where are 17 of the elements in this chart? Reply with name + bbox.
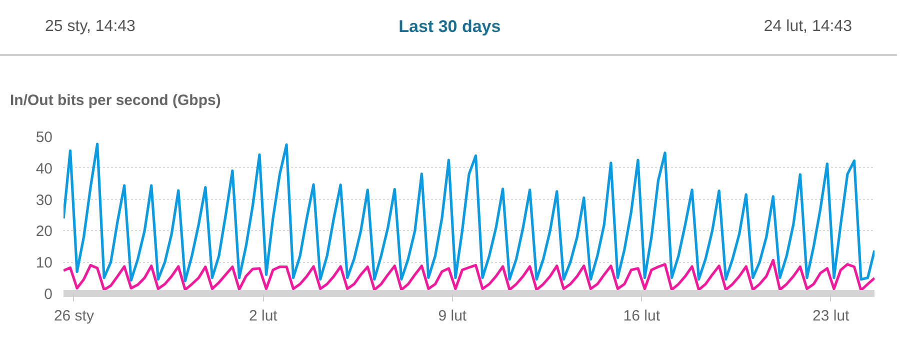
x-tick-label: 23 lut (812, 308, 850, 324)
x-tick-label: 26 sty (54, 308, 94, 324)
y-tick-label: 10 (36, 254, 53, 272)
x-tick-label: 16 lut (623, 308, 661, 324)
x-tick-label: 9 lut (438, 308, 468, 324)
y-axis-title: In/Out bits per second (Gbps) (9, 91, 221, 111)
line-series (64, 142, 874, 282)
y-tick-label: 40 (36, 160, 53, 178)
y-tick-label: 30 (36, 192, 53, 209)
y-tick-label: 0 (44, 286, 52, 303)
line-series (64, 258, 874, 292)
text: 25 sty, 14:43 (44, 16, 136, 37)
chart-title: Last 30 days (398, 16, 501, 38)
text: 24 lut, 14:43 (764, 16, 853, 37)
y-tick-label: 50 (36, 129, 53, 146)
x-tick-label: 2 lut (249, 308, 278, 324)
y-tick-label: 20 (36, 223, 53, 240)
